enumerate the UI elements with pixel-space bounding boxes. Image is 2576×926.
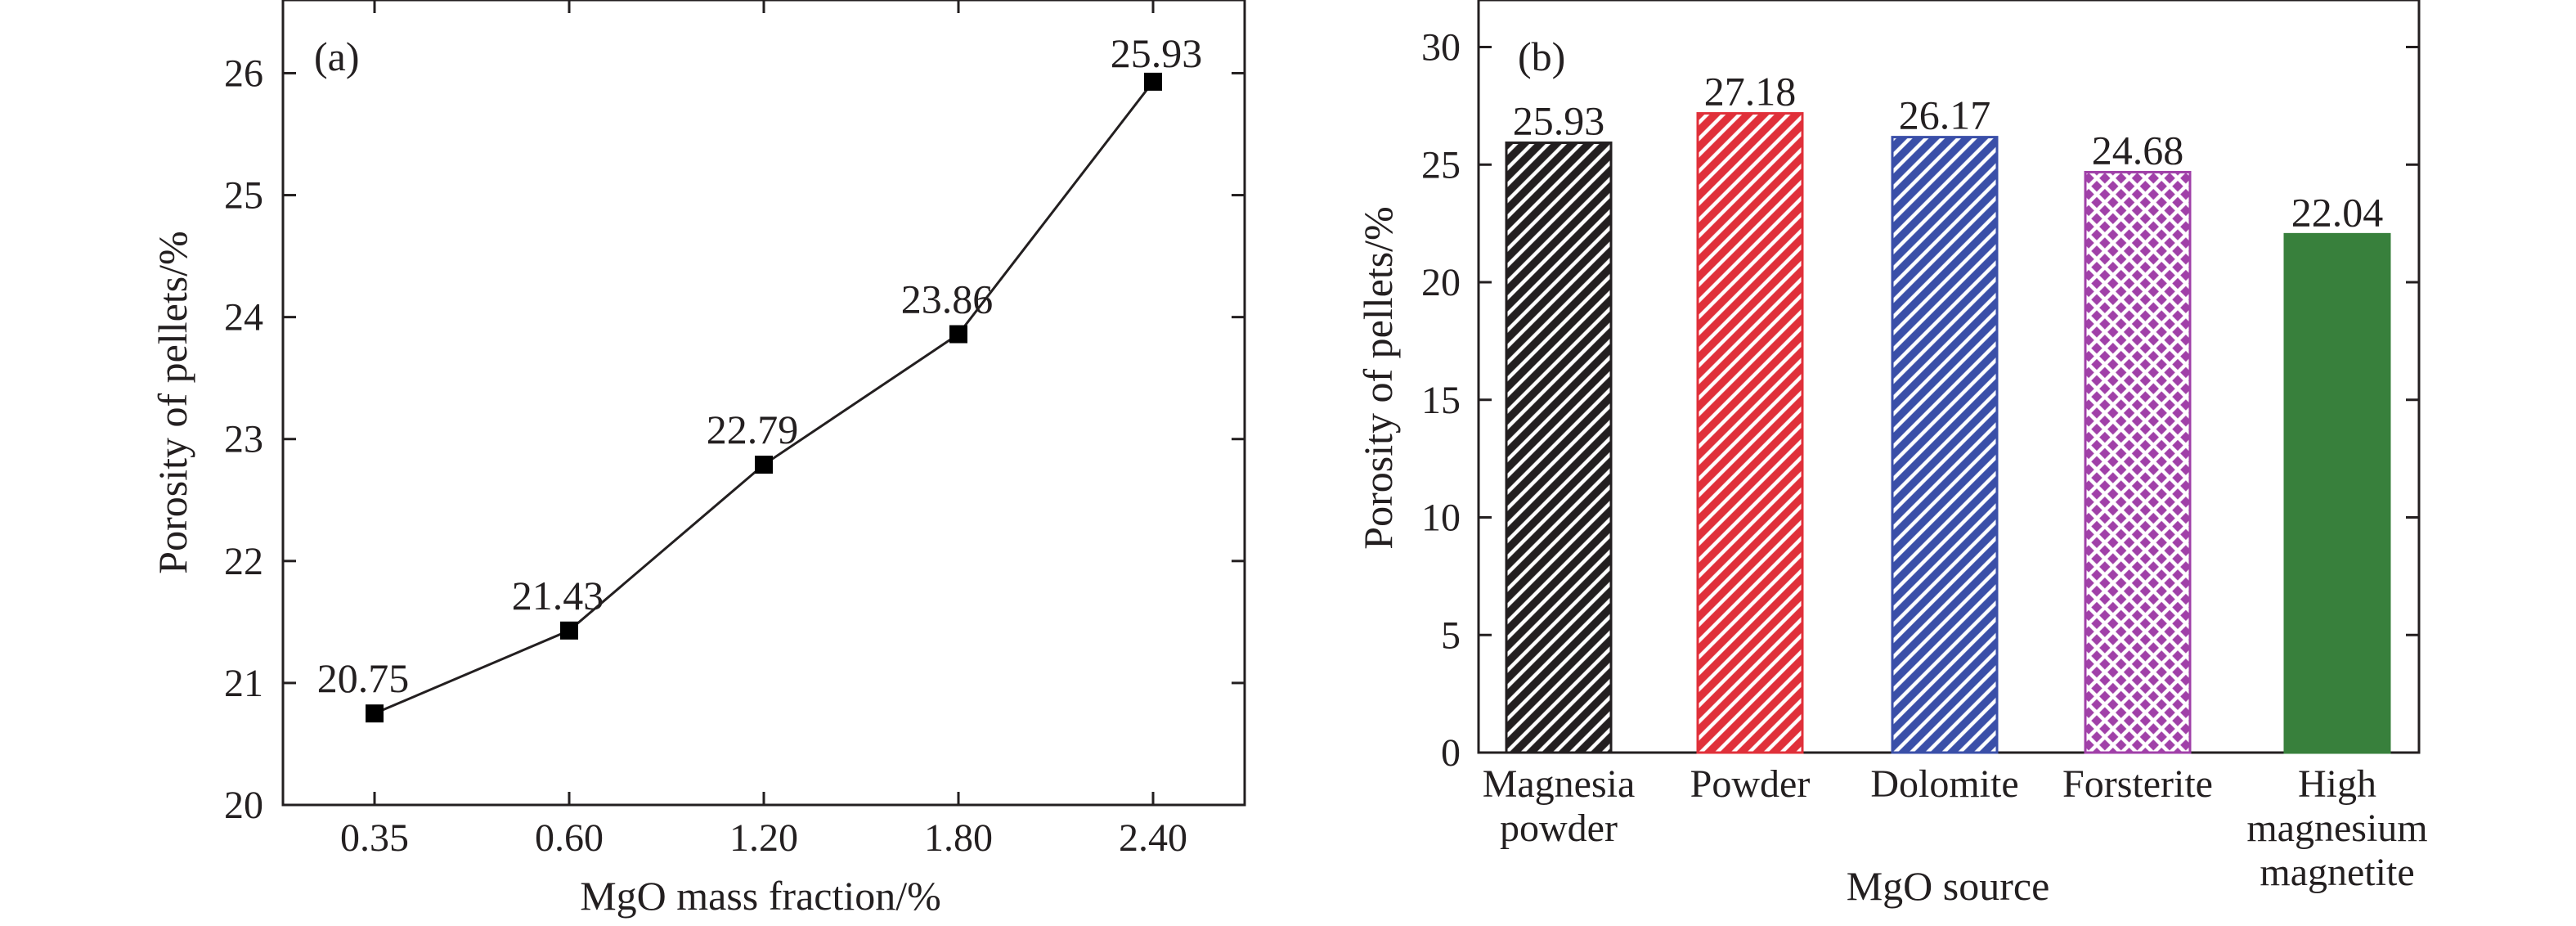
panel-a-data-point xyxy=(755,456,773,474)
panel-a-x-axis-title: MgO mass fraction/% xyxy=(580,873,941,919)
panel-a-y-tick-label: 23 xyxy=(224,418,263,461)
panel-b-data-label: 27.18 xyxy=(1704,69,1797,115)
panel-a-x-tick-label: 1.20 xyxy=(729,816,798,860)
panel-a-x-tick-label: 1.80 xyxy=(924,816,993,860)
panel-a-data-label: 21.43 xyxy=(512,573,604,618)
panel-b-category-label: Forsterite xyxy=(2062,762,2213,806)
panel-a-data-point xyxy=(1144,72,1162,91)
panel-b-y-tick-label: 5 xyxy=(1441,614,1461,657)
panel-a-x-tick-label: 0.60 xyxy=(535,816,604,860)
panel-b-y-tick-label: 10 xyxy=(1421,497,1461,540)
panel-b-y-tick-label: 20 xyxy=(1421,261,1461,304)
panel-b-label: (b) xyxy=(1518,34,1565,79)
panel-a-y-tick-label: 21 xyxy=(224,662,263,705)
panel-b-y-tick-label: 30 xyxy=(1421,26,1461,70)
panel-b-category-label: magnetite xyxy=(2260,851,2414,894)
panel-a-y-tick-label: 25 xyxy=(224,174,263,218)
panel-a-x-tick-label: 0.35 xyxy=(340,816,409,860)
panel-b-y-tick-label: 0 xyxy=(1441,731,1461,775)
panel-b-bar xyxy=(2084,170,2192,754)
panel-b-bar xyxy=(1891,136,1999,754)
panel-b-category-label: Dolomite xyxy=(1870,762,2018,806)
panel-b-data-label: 24.68 xyxy=(2092,127,2184,173)
panel-b-category-label: High xyxy=(2298,762,2376,806)
panel-a-y-tick-label: 26 xyxy=(224,52,263,95)
panel-b-bar-chart: (b) 0 5 10 15 20 25 30 25.93 27.18 26.17 24.68 22.… xyxy=(1355,0,2428,909)
panel-b-category-label: magnesium xyxy=(2246,807,2427,850)
panel-b-bar xyxy=(1696,112,1804,754)
panel-a-y-tick-label: 24 xyxy=(224,296,263,339)
panel-a-label: (a) xyxy=(314,34,360,79)
panel-a-data-point xyxy=(366,704,384,723)
panel-b-category-label: Powder xyxy=(1690,762,1811,806)
panel-b-bar xyxy=(1505,142,1613,754)
panel-a-plot-frame xyxy=(281,0,1246,807)
panel-a-y-tick-label: 22 xyxy=(224,540,263,583)
panel-b-y-tick-label: 15 xyxy=(1421,379,1461,422)
panel-b-x-axis-title: MgO source xyxy=(1847,863,2050,909)
panel-b-data-label: 25.93 xyxy=(1513,98,1605,144)
panel-b-category-label: powder xyxy=(1500,807,1618,850)
panel-a-y-axis-title: Porosity of pellets/% xyxy=(150,231,195,573)
panel-a-data-label: 23.86 xyxy=(901,276,994,322)
panel-a-x-tick-label: 2.40 xyxy=(1119,816,1187,860)
panel-a-data-label: 25.93 xyxy=(1111,30,1203,76)
panel-b-bar xyxy=(2283,232,2391,754)
panel-b-data-label: 22.04 xyxy=(2291,189,2384,235)
panel-a-data-label: 20.75 xyxy=(317,655,410,701)
panel-b-data-label: 26.17 xyxy=(1899,92,1991,138)
panel-b-y-axis-title: Porosity of pellets/% xyxy=(1355,206,1401,549)
panel-a-data-point xyxy=(949,325,967,344)
panel-a-data-label: 22.79 xyxy=(707,407,799,452)
panel-b-y-tick-label: 25 xyxy=(1421,143,1461,187)
panel-a-series-line xyxy=(374,80,1155,715)
panel-a-data-point xyxy=(560,621,578,640)
panel-a-y-tick-label: 20 xyxy=(224,784,263,827)
panel-b-category-label: Magnesia xyxy=(1483,762,1636,806)
